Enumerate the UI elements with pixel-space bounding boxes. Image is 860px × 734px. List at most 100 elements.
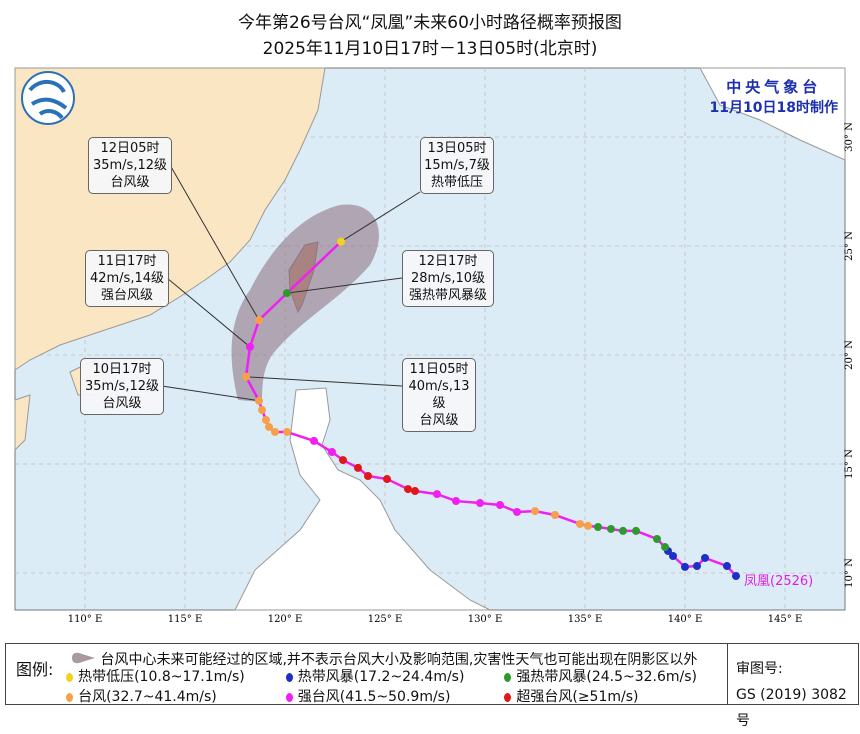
past-track-point — [681, 562, 689, 571]
vietnam-coast — [14, 394, 31, 452]
callout-level: 台风级 — [419, 413, 459, 428]
lon-tick-label: 145° E — [768, 614, 803, 625]
lon-tick-label: 130° E — [468, 614, 503, 625]
callout-time: 12日17时 — [418, 254, 478, 269]
legend: 图例: 台风中心未来可能经过的区域,并不表示台风大小及影响范围,灾害性天气也可能… — [5, 643, 859, 729]
past-track-point — [411, 487, 419, 496]
lon-tick-label: 120° E — [268, 614, 303, 625]
past-track-point — [551, 511, 559, 520]
forecast-probability-cone — [231, 204, 379, 402]
callout-wind: 15m/s,7级 — [424, 158, 490, 173]
forecast-point — [242, 372, 250, 381]
past-track-point — [723, 562, 731, 571]
legend-separator — [727, 644, 728, 704]
callout-time: 10日17时 — [92, 362, 152, 377]
legend-item: 台风(32.7~41.4m/s) — [66, 686, 217, 706]
forecast-callout: 11日17时 42m/s,14级 强台风级 — [85, 250, 169, 307]
past-track-point — [404, 485, 412, 494]
past-track-point — [584, 521, 592, 530]
forecast-point — [337, 237, 345, 246]
callout-time: 13日05时 — [427, 141, 487, 156]
past-track-point — [339, 456, 347, 465]
lon-tick-label: 135° E — [568, 614, 603, 625]
typhoon-symbol-icon — [66, 692, 74, 702]
review-info: 审图号: GS (2019) 3082号 — [736, 656, 858, 734]
map-subtitle: 2025年11月10日17时－13日05时(北京时) — [262, 39, 598, 59]
issue-time: 11月10日18时制作 — [709, 100, 838, 116]
callout-level: 强台风级 — [100, 288, 153, 303]
past-track-point — [661, 543, 669, 552]
past-track-point — [258, 405, 266, 414]
legend-item-text: 热带低压(10.8~17.1m/s) — [78, 669, 245, 685]
past-track-point — [701, 553, 709, 562]
callout-wind: 28m/s,10级 — [410, 271, 486, 286]
forecast-point — [283, 289, 291, 298]
lon-tick-label: 110° E — [68, 614, 103, 625]
callout-leader-line — [161, 385, 260, 402]
forecast-callout: 12日17时 28m/s,10级 强热带风暴级 — [402, 250, 494, 307]
cma-logo — [21, 71, 75, 125]
legend-item-text: 强台风(41.5~50.9m/s) — [297, 689, 451, 705]
past-track-point — [328, 448, 336, 457]
agency-stamp: 中央气象台 11月10日18时制作 — [710, 76, 838, 117]
past-track-point — [354, 463, 362, 472]
forecast-point — [246, 342, 254, 351]
legend-item: 热带低压(10.8~17.1m/s) — [66, 666, 245, 686]
typhoon-symbol-icon — [285, 672, 293, 682]
past-track-point — [632, 526, 640, 535]
past-track-point — [265, 422, 273, 431]
past-track-point — [271, 427, 279, 436]
past-track-point — [364, 471, 372, 480]
callout-wind: 35m/s,12级 — [84, 379, 160, 394]
agency-name: 中央气象台 — [726, 78, 822, 96]
callout-time: 12日05时 — [100, 141, 160, 156]
lat-tick-label: 10° N — [844, 558, 855, 588]
lon-tick-label: 125° E — [368, 614, 403, 625]
callout-time: 11日05时 — [409, 362, 469, 377]
past-track-point — [476, 499, 484, 508]
legend-item-text: 热带风暴(17.2~24.4m/s) — [297, 669, 465, 685]
philippines — [234, 387, 491, 611]
past-track-point — [310, 436, 318, 445]
forecast-callout: 11日05时 40m/s,13级台风级 — [402, 358, 476, 432]
callout-level: 台风级 — [102, 396, 142, 411]
typhoon-name-label: 凤凰(2526) — [744, 574, 814, 589]
review-label: 审图号: — [736, 661, 783, 677]
callout-level: 台风级 — [110, 175, 150, 190]
callout-level: 强热带风暴级 — [408, 288, 487, 303]
callout-wind: 40m/s,13级 — [408, 379, 470, 411]
past-track-point — [513, 507, 521, 516]
past-track-point — [653, 534, 661, 543]
past-track-point — [732, 572, 740, 581]
past-track-point — [576, 519, 584, 528]
lat-tick-label: 25° N — [844, 231, 855, 261]
callout-leader-line — [245, 376, 403, 387]
forecast-callout: 13日05时 15m/s,7级 热带低压 — [420, 137, 494, 194]
legend-item: 强热带风暴(24.5~32.6m/s) — [504, 666, 697, 686]
callout-leader-line — [340, 191, 421, 243]
lon-tick-label: 115° E — [168, 614, 203, 625]
cone-swatch-icon — [72, 652, 95, 664]
callout-leader-line — [169, 164, 260, 321]
past-track-point — [607, 524, 615, 533]
past-track-point — [283, 427, 291, 436]
legend-item: 强台风(41.5~50.9m/s) — [285, 686, 451, 706]
map-title: 今年第26号台风“凤凰”未来60小时路径概率预报图 — [238, 13, 622, 33]
forecast-callout: 12日05时 35m/s,12级 台风级 — [88, 137, 172, 194]
lat-tick-label: 15° N — [844, 449, 855, 479]
legend-cone: 台风中心未来可能经过的区域,并不表示台风大小及影响范围,灾害性天气也可能出现在阴… — [70, 649, 697, 669]
legend-item-text: 强热带风暴(24.5~32.6m/s) — [516, 669, 698, 685]
legend-item-text: 台风(32.7~41.4m/s) — [78, 689, 217, 705]
past-track-point — [383, 475, 391, 484]
review-number: GS (2019) 3082号 — [736, 687, 847, 729]
past-track-point — [594, 523, 602, 532]
past-track-point — [496, 500, 504, 509]
past-track-point — [433, 490, 441, 499]
callout-time: 11日17时 — [97, 254, 157, 269]
callout-leaders — [161, 164, 421, 402]
typhoon-symbol-icon — [66, 672, 74, 682]
callout-leader-line — [286, 277, 403, 294]
typhoon-symbol-icon — [285, 692, 293, 702]
forecast-callout: 10日17时 35m/s,12级 台风级 — [80, 358, 164, 415]
callout-leader-line — [166, 277, 251, 348]
